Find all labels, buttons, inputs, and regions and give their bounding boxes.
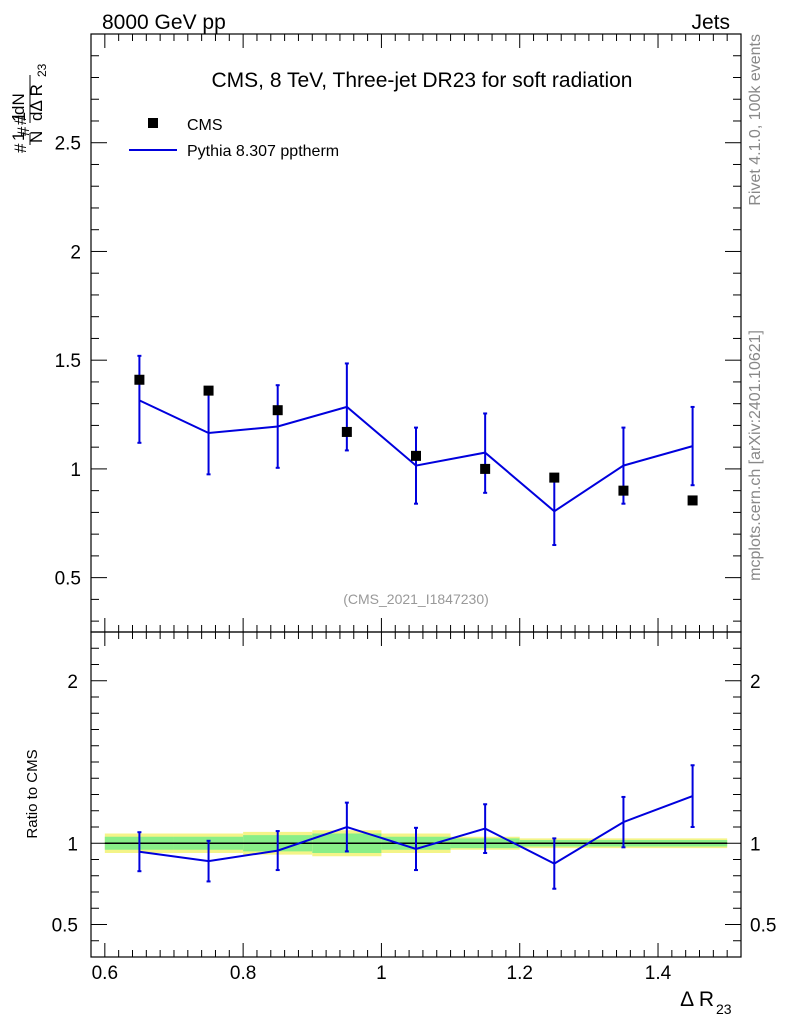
ratio-y-tick-label-right: 2 bbox=[750, 672, 761, 693]
ylabel-hash-b: # bbox=[11, 115, 30, 125]
ylabel-one: 1 bbox=[9, 112, 29, 122]
y-tick-label: 2.5 bbox=[55, 134, 81, 155]
x-tick-label: 1.2 bbox=[507, 963, 533, 984]
x-tick-label: 0.8 bbox=[230, 963, 256, 984]
ylabel-hash-a: # bbox=[11, 143, 30, 153]
chart-title: CMS, 8 TeV, Three-jet DR23 for soft radi… bbox=[212, 69, 633, 92]
y-tick-label: 0.5 bbox=[55, 569, 81, 590]
ylabel-hash1: # bbox=[14, 126, 33, 136]
header-left: 8000 GeV pp bbox=[102, 11, 226, 34]
axes-ticks: 0.6 0.8 1 1.2 1.4 0.5 1 1.5 2 2.5 0.5 0.5 1 1 2 2 bbox=[52, 34, 776, 984]
legend-cms-label: CMS bbox=[187, 117, 223, 134]
ratio-plot-frame bbox=[90, 631, 742, 958]
data-point bbox=[549, 472, 560, 483]
ylabel-dn: dN bbox=[9, 93, 28, 115]
ratio-y-tick-label-right: 1 bbox=[750, 834, 761, 855]
legend: CMS Pythia 8.307 pptherm bbox=[129, 117, 339, 160]
svg-text:# 1 N #: # 1 N # dN dΔ R 23 bbox=[9, 63, 49, 153]
x-axis-label: Δ R bbox=[680, 988, 714, 1011]
x-axis-label-main: Δ R bbox=[680, 988, 714, 1011]
header-right: Jets bbox=[691, 11, 730, 34]
main-y-axis-label-block: # 1 N # dN dΔ R 23 bbox=[9, 63, 49, 153]
analysis-id: (CMS_2021_I1847230) bbox=[343, 591, 489, 607]
ratio-y-tick-label-left: 2 bbox=[67, 672, 78, 693]
y-tick-label: 2 bbox=[70, 242, 81, 263]
y-tick-label: 1 bbox=[70, 460, 81, 481]
ratio-y-tick-label-left: 0.5 bbox=[52, 916, 78, 937]
data-point bbox=[341, 426, 352, 437]
main-y-axis-label: # 1 bbox=[9, 112, 33, 136]
ylabel-numerator-one: 1 bbox=[9, 132, 28, 141]
data-point bbox=[480, 463, 491, 474]
data-point bbox=[203, 385, 214, 396]
x-axis-label-sub: 23 bbox=[716, 1001, 732, 1017]
data-point bbox=[618, 485, 629, 496]
svg-text:# 1: # 1 bbox=[9, 112, 33, 136]
ratio-y-tick-label-right: 0.5 bbox=[750, 916, 776, 937]
y-tick-label: 1.5 bbox=[55, 351, 81, 372]
data-point bbox=[272, 405, 283, 416]
ylabel-sub23: 23 bbox=[35, 63, 49, 77]
ratio-y-axis-label: Ratio to CMS bbox=[24, 749, 41, 838]
ratio-plot-marks bbox=[137, 764, 695, 890]
legend-pythia-label: Pythia 8.307 pptherm bbox=[187, 143, 339, 160]
x-tick-label: 0.6 bbox=[92, 963, 118, 984]
mcplots-label: mcplots.cern.ch [arXiv:2401.10621] bbox=[747, 330, 764, 581]
x-tick-label: 1 bbox=[376, 963, 387, 984]
data-point bbox=[411, 450, 421, 461]
ratio-y-tick-label-left: 1 bbox=[67, 834, 78, 855]
ylabel-ddr: dΔ R bbox=[27, 84, 46, 121]
main-plot-marks bbox=[134, 354, 698, 547]
data-point bbox=[134, 374, 145, 385]
ylabel-denominator-n: N bbox=[27, 131, 46, 143]
data-point bbox=[687, 495, 698, 506]
rivet-version-label: Rivet 4.1.0, 100k events bbox=[747, 34, 764, 206]
x-tick-label: 1.4 bbox=[645, 963, 672, 984]
legend-cms-marker bbox=[148, 118, 158, 128]
